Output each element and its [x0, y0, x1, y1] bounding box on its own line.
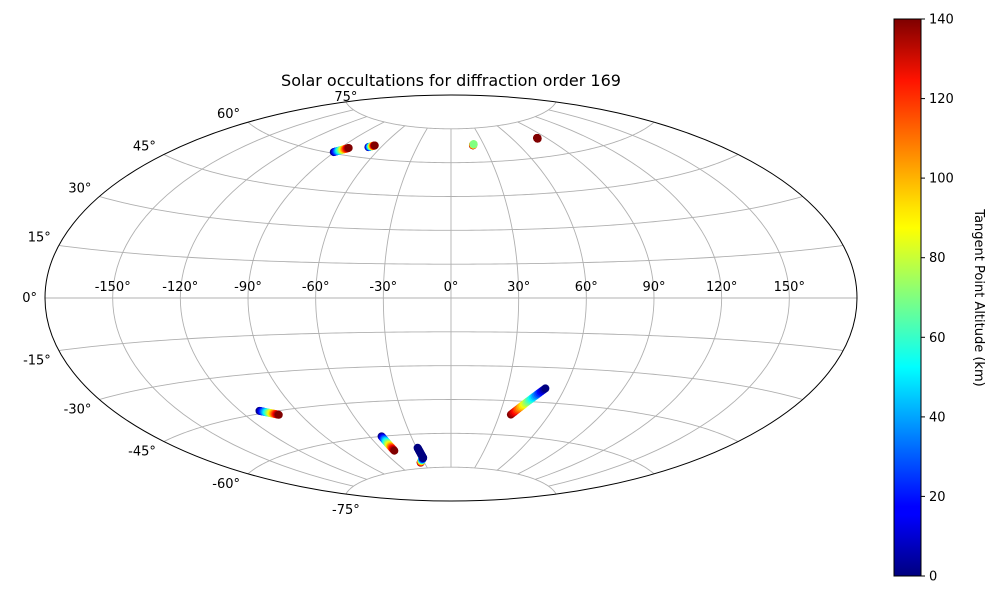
occultation-point: [469, 140, 478, 149]
occultation-point: [390, 446, 399, 455]
longitude-tick-label: 0°: [444, 280, 459, 295]
latitude-tick-label: 30°: [68, 182, 91, 197]
longitude-tick-label: -30°: [369, 280, 397, 295]
longitude-tick-label: -120°: [162, 280, 198, 295]
occultation-point: [413, 443, 422, 452]
parallel-line: [247, 121, 655, 164]
parallel-line: [345, 101, 557, 130]
latitude-tick-label: 45°: [133, 140, 156, 155]
colorbar-tick-label: 80: [929, 251, 946, 266]
latitude-tick-label: -75°: [332, 503, 360, 518]
colorbar-ticks: 0 20 40 60 80 100 120 140: [921, 13, 954, 585]
longitude-tick-label: -60°: [302, 280, 330, 295]
parallel-line: [163, 154, 739, 197]
latitude-tick-label: 15°: [28, 231, 51, 246]
latitude-tick-label: -15°: [23, 354, 51, 369]
occultation-point: [344, 143, 353, 152]
parallel-line: [58, 245, 844, 265]
colorbar-tick-label: 120: [929, 92, 954, 107]
occultation-point: [533, 133, 542, 142]
latitude-tick-label: -30°: [64, 403, 92, 418]
colorbar-tick-label: 20: [929, 490, 946, 505]
longitude-tick-labels: -150° -120° -90° -60° -30° 0° 30° 60° 90° 120° 150…: [95, 280, 805, 295]
graticule: [45, 101, 857, 495]
parallel-line: [99, 196, 803, 231]
longitude-tick-label: 30°: [507, 280, 530, 295]
colorbar-tick-label: 0: [929, 570, 937, 585]
longitude-tick-label: 90°: [642, 280, 665, 295]
colorbar-tick-label: 60: [929, 331, 946, 346]
occultation-point: [541, 384, 550, 393]
colorbar: [893, 18, 922, 577]
occultation-point: [274, 410, 283, 419]
colorbar-tick-label: 40: [929, 410, 946, 425]
colorbar-tick-label: 100: [929, 172, 954, 187]
latitude-tick-label: 0°: [22, 291, 37, 306]
map-boundary: [44, 94, 858, 502]
colorbar-tick-label: 140: [929, 13, 954, 28]
longitude-tick-label: -90°: [234, 280, 262, 295]
parallel-line: [345, 466, 557, 495]
longitude-tick-label: 60°: [575, 280, 598, 295]
longitude-tick-label: -150°: [95, 280, 131, 295]
parallel-line: [58, 331, 844, 351]
latitude-tick-labels: 75° 60° 45° 30° 15° 0° -15° -30° -45° -60° -75°: [22, 90, 360, 518]
latitude-tick-label: -60°: [212, 477, 240, 492]
latitude-tick-label: 60°: [217, 107, 240, 122]
longitude-tick-label: 120°: [706, 280, 737, 295]
longitude-tick-label: 150°: [774, 280, 805, 295]
occultation-point: [370, 141, 379, 150]
latitude-tick-label: 75°: [334, 90, 357, 105]
latitude-tick-label: -45°: [128, 445, 156, 460]
occultation-points: [255, 133, 550, 467]
chart-title: Solar occultations for diffraction order…: [281, 71, 621, 90]
parallel-line: [247, 432, 655, 475]
parallel-line: [99, 365, 803, 400]
colorbar-label: Tangent Point Altitude (km): [971, 208, 986, 386]
parallel-line: [163, 399, 739, 442]
